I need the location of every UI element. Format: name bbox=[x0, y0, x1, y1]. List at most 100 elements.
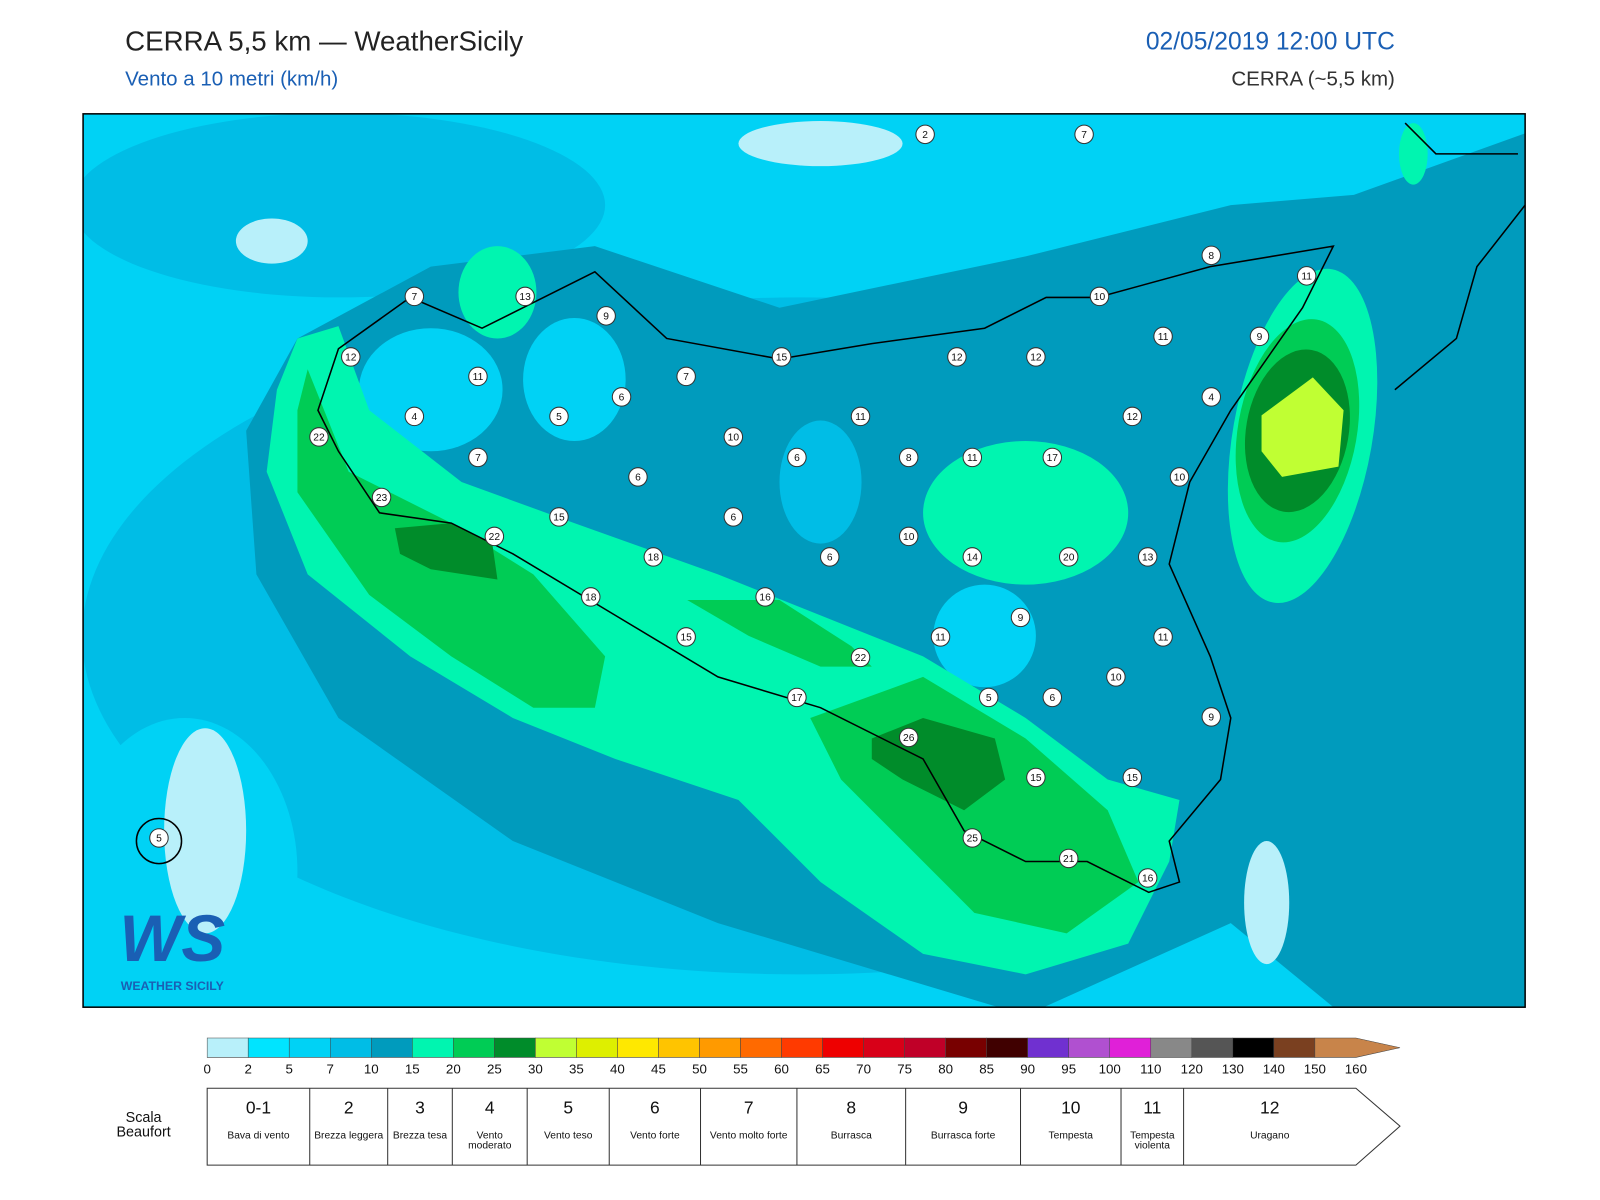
station-marker bbox=[1026, 767, 1046, 788]
station-marker bbox=[581, 587, 601, 607]
colorbar-tick-label: 90 bbox=[1020, 1061, 1035, 1076]
station-marker bbox=[515, 286, 535, 307]
colorbar-segment bbox=[658, 1037, 700, 1058]
colorbar: 0 2 5 7 10 15 20 25 30 35 40 45 50 55 60 65 70 75 80 85 90 95… bbox=[203, 1037, 1401, 1076]
station-marker bbox=[1137, 547, 1158, 567]
station-marker bbox=[915, 124, 935, 145]
colorbar-segment bbox=[1314, 1037, 1401, 1058]
station-value: 9 bbox=[1208, 713, 1214, 724]
station-value: 17 bbox=[1047, 453, 1059, 464]
station-value: 9 bbox=[603, 312, 609, 323]
station-marker bbox=[1296, 266, 1317, 286]
station-marker bbox=[468, 447, 488, 468]
beaufort-label: Brezza tesa bbox=[392, 1131, 448, 1142]
station-marker bbox=[404, 286, 425, 307]
station-value: 6 bbox=[1049, 693, 1055, 704]
colorbar-tick-label: 60 bbox=[774, 1061, 789, 1076]
stations: 2 7 8 11 7 13 9 10 11 9 12 15 12 12 11 7 6 4 4 5 11 12 22 10 7 6 8… bbox=[149, 124, 1317, 888]
beaufort-label: Burrasca forte bbox=[930, 1131, 996, 1142]
beaufort-force: 10 bbox=[1061, 1097, 1081, 1117]
station-value: 21 bbox=[1063, 854, 1075, 865]
colorbar-tick-label: 25 bbox=[487, 1061, 502, 1076]
beaufort-force: 8 bbox=[846, 1097, 856, 1117]
station-value: 9 bbox=[1257, 332, 1263, 343]
colorbar-segment bbox=[1191, 1037, 1234, 1058]
beaufort-outline bbox=[206, 1087, 1401, 1166]
station-marker bbox=[850, 406, 871, 427]
station-marker bbox=[850, 647, 871, 668]
beaufort-force: 3 bbox=[415, 1097, 425, 1117]
station-value: 22 bbox=[489, 532, 501, 543]
station-marker bbox=[1122, 767, 1143, 788]
station-value: 6 bbox=[730, 513, 736, 524]
colorbar-tick-label: 40 bbox=[610, 1061, 625, 1076]
colorbar-tick-label: 50 bbox=[692, 1061, 707, 1076]
station-marker bbox=[149, 828, 169, 848]
station-value: 2 bbox=[922, 130, 928, 141]
station-value: 12 bbox=[1030, 353, 1042, 364]
colorbar-segment bbox=[288, 1037, 331, 1058]
colorbar-tick-label: 15 bbox=[405, 1061, 420, 1076]
colorbar-tick-label: 70 bbox=[856, 1061, 871, 1076]
colorbar-segment bbox=[1232, 1037, 1275, 1058]
station-marker bbox=[596, 306, 616, 326]
station-marker bbox=[1201, 707, 1222, 727]
station-value: 11 bbox=[1158, 332, 1169, 343]
colorbar-segment bbox=[247, 1037, 290, 1058]
station-value: 11 bbox=[935, 633, 946, 644]
station-value: 6 bbox=[794, 453, 800, 464]
colorbar-tick-label: 20 bbox=[446, 1061, 461, 1076]
station-value: 16 bbox=[759, 593, 771, 604]
colorbar-tick-label: 110 bbox=[1140, 1061, 1161, 1076]
colorbar-segment bbox=[412, 1037, 454, 1058]
island bbox=[135, 817, 183, 865]
station-value: 14 bbox=[967, 553, 979, 564]
colorbar-segment bbox=[740, 1037, 782, 1058]
logo-name: WEATHER SICILY bbox=[121, 979, 224, 993]
beaufort-scale: Scala Beaufort 0-1 Bava di vento 2 Brezza le… bbox=[116, 1087, 1401, 1166]
map-frame bbox=[82, 113, 1526, 1008]
colorbar-tick-label: 85 bbox=[979, 1061, 994, 1076]
field-band bbox=[358, 328, 503, 452]
station-marker bbox=[611, 387, 632, 407]
beaufort-label-box: Tempesta bbox=[1048, 1131, 1093, 1142]
colorbar-segment bbox=[1273, 1037, 1316, 1058]
station-marker bbox=[771, 347, 792, 367]
station-marker bbox=[309, 427, 329, 447]
station-marker bbox=[628, 467, 648, 487]
title: CERRA 5,5 km — WeatherSicily bbox=[125, 25, 523, 56]
colorbar-segment bbox=[576, 1037, 618, 1058]
beaufort-title-box: Scala Beaufort bbox=[116, 1109, 171, 1140]
beaufort-label: Tempesta violenta bbox=[1130, 1131, 1175, 1152]
station-value: 16 bbox=[1142, 874, 1154, 885]
field-band bbox=[523, 317, 626, 442]
station-marker bbox=[755, 587, 775, 607]
beaufort-label: Tempesta bbox=[1048, 1131, 1093, 1142]
station-value: 4 bbox=[412, 412, 418, 423]
beaufort-label: Uragano bbox=[1250, 1131, 1290, 1142]
beaufort-label-box: Vento teso bbox=[544, 1131, 592, 1141]
beaufort-force: 0-1 bbox=[246, 1097, 271, 1117]
station-marker bbox=[341, 347, 361, 367]
colorbar-segment bbox=[1027, 1037, 1069, 1058]
station-marker bbox=[1169, 467, 1190, 487]
beaufort-label-box: Brezza leggera bbox=[314, 1131, 383, 1141]
field-band bbox=[779, 420, 862, 544]
field-band bbox=[458, 246, 537, 339]
station-value: 7 bbox=[475, 453, 481, 464]
beaufort-force: 9 bbox=[958, 1097, 968, 1117]
station-value: 13 bbox=[1142, 553, 1154, 564]
beaufort-label-box: Vento moderato bbox=[468, 1131, 511, 1151]
station-value: 10 bbox=[1094, 292, 1106, 303]
beaufort-force: 4 bbox=[485, 1097, 495, 1117]
station-value: 23 bbox=[376, 493, 388, 504]
station-value: 7 bbox=[412, 292, 418, 303]
colorbar-segment bbox=[1068, 1037, 1110, 1058]
beaufort-title: Scala Beaufort bbox=[116, 1109, 171, 1140]
station-marker bbox=[1010, 607, 1031, 628]
field-band bbox=[83, 113, 606, 298]
station-value: 15 bbox=[680, 633, 692, 644]
station-marker bbox=[930, 627, 951, 647]
station-value: 20 bbox=[1063, 553, 1075, 564]
station-marker bbox=[404, 406, 425, 427]
